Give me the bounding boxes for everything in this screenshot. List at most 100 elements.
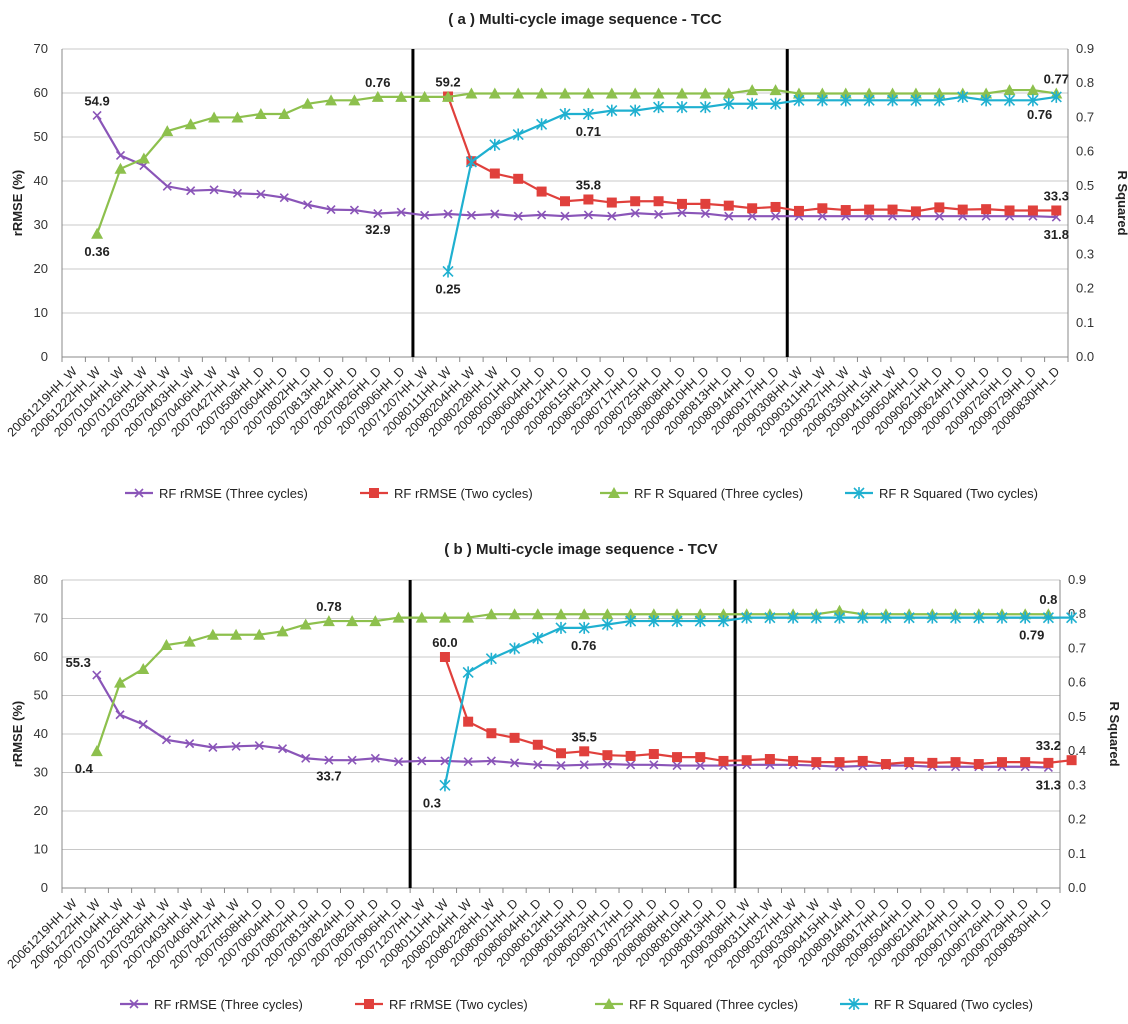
y2-tick-label: 0.6 [1076,144,1094,159]
data-point [652,87,665,99]
data-point [695,761,705,771]
data-point [90,745,103,757]
data-point [512,87,525,99]
data-label: 0.36 [84,244,109,259]
legend-label: RF rRMSE (Three cycles) [159,486,308,501]
data-point [607,211,617,221]
data-point [509,642,521,655]
data-point [793,94,805,107]
data-point [601,618,613,631]
data-point [578,621,590,634]
data-point [817,203,828,214]
y2-tick-label: 0.9 [1068,572,1086,587]
y-tick-label: 70 [34,41,48,56]
data-point [559,87,571,99]
data-point [602,750,613,761]
y2-tick-label: 0.0 [1076,349,1094,364]
data-label: 0.76 [365,75,390,90]
data-point [957,90,969,103]
data-label: 0.76 [1027,107,1052,122]
data-point [839,87,852,99]
data-point [301,753,311,763]
data-point [672,761,682,771]
data-point [1050,90,1062,103]
data-label: 54.9 [84,93,109,108]
data-label: 32.9 [365,222,390,237]
data-point [880,611,892,624]
data-point [254,108,267,120]
y-tick-label: 40 [34,173,48,188]
data-point [1027,205,1038,216]
data-point [834,757,845,768]
data-point [605,87,618,99]
legend-swatch-marker [853,487,865,499]
data-point [138,719,148,729]
data-point [770,211,781,221]
data-point [1026,84,1039,96]
data-point [723,200,734,211]
y-tick-label: 40 [34,726,48,741]
data-point [256,189,266,199]
data-label: 59.2 [435,75,460,90]
y-tick-label: 60 [34,649,48,664]
series-line [443,656,1072,766]
data-point [440,756,450,766]
data-point [578,608,591,620]
data-point [629,87,642,99]
data-point [981,204,992,215]
y2-tick-label: 0.7 [1068,640,1086,655]
y2-tick-label: 0.4 [1068,743,1086,758]
legend-label: RF rRMSE (Two cycles) [394,486,533,501]
y2-tick-label: 0.0 [1068,880,1086,895]
data-point [903,611,915,624]
data-point [769,97,782,110]
data-point [694,615,706,628]
data-point [299,618,312,630]
data-point [417,756,427,766]
legend-label: RF R Squared (Two cycles) [879,486,1038,501]
data-point [463,716,474,727]
data-point [1066,611,1078,624]
data-point [973,759,984,770]
y2-tick-label: 0.3 [1068,777,1086,792]
data-point [980,87,993,99]
data-point [486,756,496,766]
y2-tick-label: 0.9 [1076,41,1094,56]
data-label: 33.3 [1044,188,1069,203]
legend-swatch-marker [608,487,620,498]
data-label: 31.3 [1036,777,1061,792]
data-point [747,203,758,214]
data-point [647,608,660,620]
data-point [276,625,289,637]
data-point [559,108,571,121]
data-point [648,749,659,760]
data-point [601,608,614,620]
data-point [208,111,221,123]
data-point [463,757,473,767]
data-point [606,197,617,208]
legend-label: RF rRMSE (Two cycles) [389,997,528,1012]
data-point [1043,757,1054,768]
data-point [92,110,102,121]
data-point [676,101,688,114]
data-point [347,755,357,765]
data-point [369,615,382,627]
data-point [533,760,543,770]
y-tick-label: 50 [34,688,48,703]
data-point [420,210,430,220]
data-point [535,87,548,99]
data-point [442,265,454,278]
data-label: 31.8 [1044,227,1069,242]
data-point [654,209,664,220]
data-point [348,94,361,106]
data-point [606,104,618,117]
data-point [466,210,476,220]
data-point [677,208,687,218]
data-point [671,608,684,620]
y2-axis-title: R Squared [1107,701,1122,766]
y-axis-title: rRMSE (%) [10,170,25,236]
data-point [303,200,313,210]
data-point [1003,84,1016,96]
data-point [209,185,219,195]
